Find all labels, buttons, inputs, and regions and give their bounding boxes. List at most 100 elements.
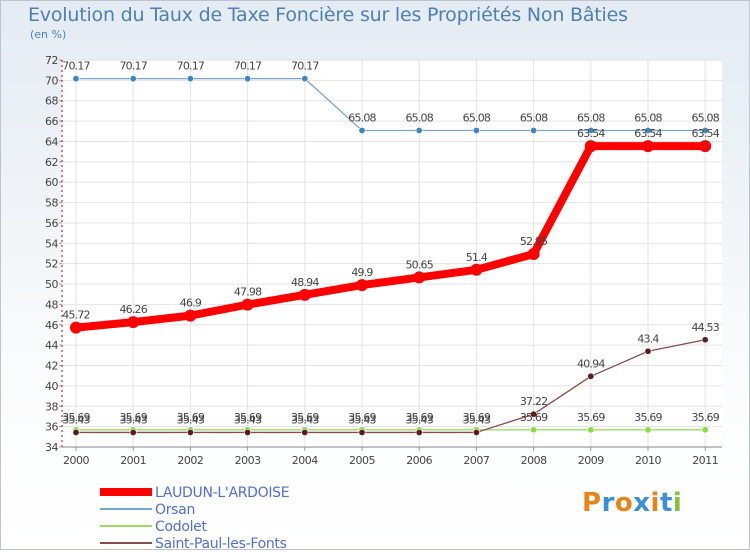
data-point-codolet [587, 426, 595, 434]
data-point-saint-paul-les-fonts [587, 372, 595, 380]
y-tick-label: 60 [45, 176, 58, 189]
data-point-orsan [129, 75, 137, 83]
legend-label: Codolet [155, 519, 207, 535]
data-label-orsan: 70.17 [62, 60, 90, 73]
data-label-orsan: 65.08 [463, 111, 491, 124]
data-label-codolet: 35.69 [291, 411, 319, 424]
y-tick-label: 38 [45, 400, 58, 413]
data-label-laudun-l-ardoise: 63.54 [577, 127, 605, 140]
data-label-laudun-l-ardoise: 49.9 [351, 266, 373, 279]
data-label-codolet: 35.69 [62, 411, 90, 424]
data-point-laudun-l-ardoise [470, 263, 483, 276]
data-point-orsan [244, 75, 252, 83]
x-tick-label: 2006 [406, 454, 432, 467]
data-point-codolet [644, 426, 652, 434]
data-point-saint-paul-les-fonts [186, 428, 194, 436]
y-tick-label: 56 [45, 217, 58, 230]
x-tick-label: 2005 [349, 454, 375, 467]
legend-label: LAUDUN-L'ARDOISE [155, 485, 290, 501]
data-point-laudun-l-ardoise [70, 321, 82, 334]
data-point-orsan [472, 126, 480, 134]
legend-label: Orsan [155, 502, 196, 518]
data-point-saint-paul-les-fonts [72, 428, 80, 436]
x-tick-label: 2003 [235, 454, 261, 467]
data-point-laudun-l-ardoise [584, 140, 597, 153]
data-label-saint-paul-les-fonts: 35.43 [119, 413, 147, 426]
data-point-laudun-l-ardoise [127, 316, 140, 329]
x-tick-label: 2010 [635, 454, 661, 467]
data-label-orsan: 70.17 [177, 60, 205, 73]
legend-swatch [100, 525, 152, 527]
data-point-saint-paul-les-fonts [415, 428, 423, 436]
series-line-laudun-l-ardoise [72, 142, 710, 332]
y-tick-label: 48 [45, 298, 58, 311]
y-tick-label: 52 [45, 258, 58, 271]
legend-swatch [100, 488, 152, 496]
data-label-laudun-l-ardoise: 63.54 [634, 127, 662, 140]
data-point-orsan [644, 126, 652, 134]
data-label-saint-paul-les-fonts: 35.43 [177, 413, 205, 426]
data-label-saint-paul-les-fonts: 35.43 [348, 413, 376, 426]
y-tick-label: 70 [45, 74, 58, 87]
data-point-laudun-l-ardoise [356, 279, 368, 292]
chart-unit: (en %) [30, 28, 67, 41]
data-point-laudun-l-ardoise [413, 271, 426, 284]
data-label-orsan: 70.17 [119, 60, 147, 73]
data-point-orsan [72, 75, 80, 83]
y-tick-label: 54 [45, 237, 58, 250]
x-tick-label: 2002 [177, 454, 203, 467]
data-label-codolet: 35.69 [691, 411, 719, 424]
data-point-codolet [530, 426, 538, 434]
data-label-orsan: 65.08 [691, 111, 719, 124]
logo-letter: r [601, 488, 615, 518]
data-label-orsan: 70.17 [234, 60, 262, 73]
data-point-laudun-l-ardoise [184, 309, 197, 322]
data-point-saint-paul-les-fonts [244, 428, 252, 436]
y-tick-label: 62 [45, 156, 58, 169]
data-label-codolet: 35.69 [177, 411, 205, 424]
data-label-saint-paul-les-fonts: 43.4 [637, 332, 659, 345]
data-point-saint-paul-les-fonts [358, 428, 366, 436]
series-line-orsan [75, 77, 706, 132]
data-point-orsan [358, 126, 366, 134]
data-label-laudun-l-ardoise: 50.65 [405, 258, 433, 271]
data-label-orsan: 65.08 [348, 111, 376, 124]
logo-letter: o [614, 488, 634, 518]
y-tick-label: 42 [45, 360, 58, 373]
data-point-orsan [530, 126, 538, 134]
data-label-saint-paul-les-fonts: 35.43 [291, 413, 319, 426]
logo-letter: i [650, 488, 660, 518]
x-tick-label: 2007 [463, 454, 489, 467]
data-point-orsan [415, 126, 423, 134]
legend-swatch [100, 508, 152, 510]
y-tick-label: 44 [45, 339, 58, 352]
plot-area [62, 60, 722, 447]
data-label-laudun-l-ardoise: 46.9 [180, 297, 202, 310]
data-label-saint-paul-les-fonts: 35.43 [405, 413, 433, 426]
legend-swatch [100, 542, 152, 544]
data-label-saint-paul-les-fonts: 40.94 [577, 357, 605, 370]
data-point-orsan [701, 126, 709, 134]
data-label-orsan: 65.08 [405, 111, 433, 124]
x-tick-label: 2001 [120, 454, 146, 467]
data-label-laudun-l-ardoise: 48.94 [291, 276, 319, 289]
x-tick-label: 2009 [578, 454, 604, 467]
data-point-saint-paul-les-fonts [129, 428, 137, 436]
data-label-laudun-l-ardoise: 45.72 [62, 309, 90, 322]
proxiti-logo: Proxiti [582, 488, 682, 518]
data-point-laudun-l-ardoise [241, 298, 254, 311]
data-point-laudun-l-ardoise [527, 248, 540, 261]
x-tick-label: 2000 [63, 454, 89, 467]
logo-letter: t [659, 488, 673, 518]
data-label-codolet: 35.69 [463, 411, 491, 424]
data-label-codolet: 35.69 [577, 411, 605, 424]
data-label-laudun-l-ardoise: 63.54 [691, 127, 719, 140]
x-tick-label: 2008 [521, 454, 547, 467]
logo-letter: P [582, 488, 602, 518]
data-label-codolet: 35.69 [520, 411, 548, 424]
data-point-saint-paul-les-fonts [701, 336, 709, 344]
data-point-saint-paul-les-fonts [301, 428, 309, 436]
legend-label: Saint-Paul-les-Fonts [155, 536, 287, 552]
y-tick-label: 58 [45, 197, 58, 210]
chart-title: Evolution du Taux de Taxe Foncière sur l… [28, 4, 628, 26]
